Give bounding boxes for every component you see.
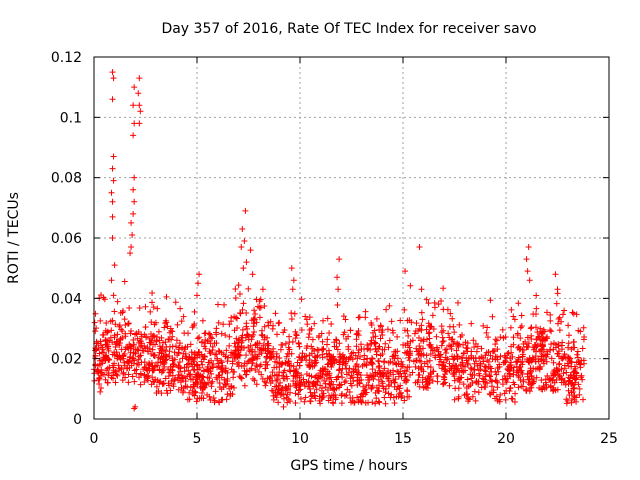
x-tick-label: 5 bbox=[193, 431, 202, 447]
x-tick-label: 25 bbox=[600, 431, 618, 447]
x-axis-label: GPS time / hours bbox=[290, 458, 407, 474]
x-tick-label: 20 bbox=[497, 431, 515, 447]
y-tick-label: 0.08 bbox=[51, 171, 82, 187]
y-tick-label: 0 bbox=[73, 412, 82, 428]
y-tick-label: 0.02 bbox=[51, 352, 82, 368]
y-tick-label: 0.12 bbox=[51, 50, 82, 66]
y-tick-label: 0.06 bbox=[51, 231, 82, 247]
x-tick-label: 15 bbox=[394, 431, 412, 447]
chart-background bbox=[0, 0, 640, 480]
y-tick-label: 0.1 bbox=[60, 110, 82, 126]
x-tick-label: 10 bbox=[291, 431, 309, 447]
y-tick-label: 0.04 bbox=[51, 291, 82, 307]
chart-title: Day 357 of 2016, Rate Of TEC Index for r… bbox=[161, 21, 536, 37]
x-tick-label: 0 bbox=[90, 431, 99, 447]
y-axis-label: ROTI / TECUs bbox=[6, 192, 22, 284]
roti-chart: 0 5 10 15 20 25 0 0.02 0.04 0.06 0.08 0.1 0.12 Day 3… bbox=[0, 0, 640, 480]
